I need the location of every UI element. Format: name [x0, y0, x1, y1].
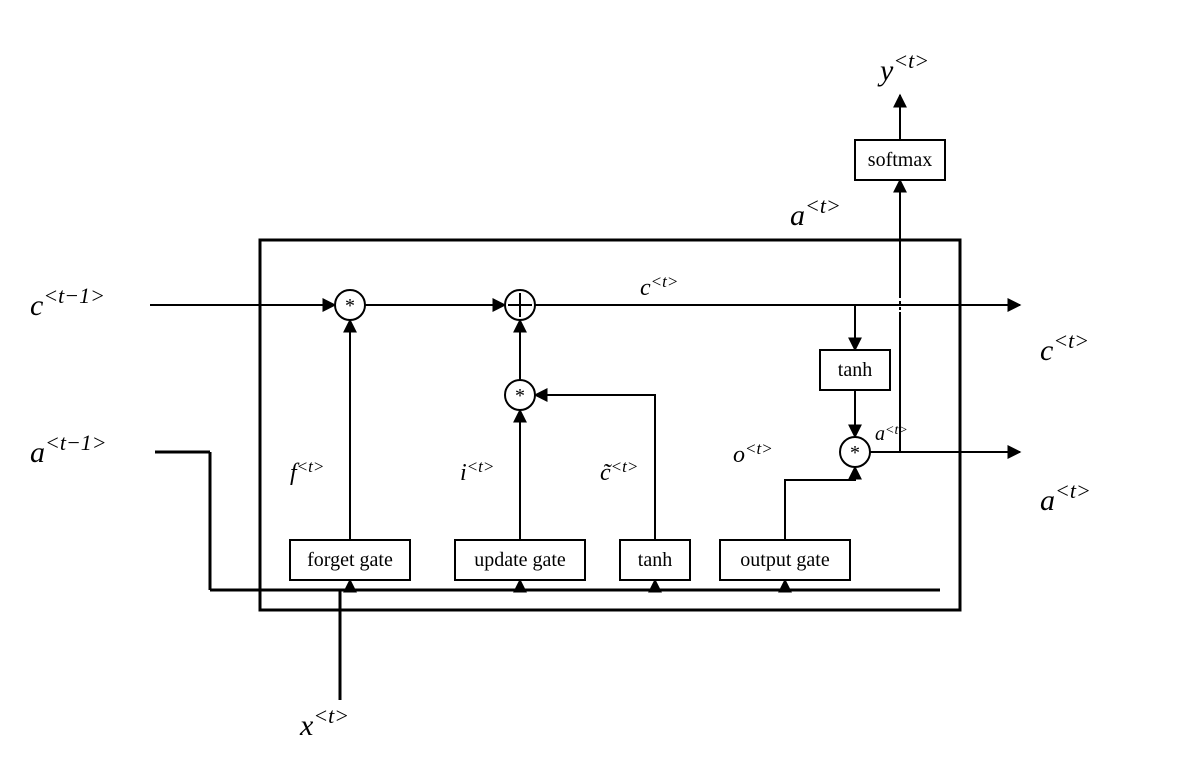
label-c-prev: c<t−1> — [30, 283, 105, 322]
forget-gate-label: forget gate — [307, 549, 393, 571]
label-y-t: y<t> — [877, 48, 929, 87]
label-o-t: o<t> — [733, 439, 773, 468]
mult1-symbol: * — [345, 295, 355, 317]
label-a-small: a<t> — [875, 423, 908, 445]
output-gate-label: output gate — [740, 549, 830, 571]
label-x-t: x<t> — [299, 703, 349, 742]
label-a-prev: a<t−1> — [30, 430, 107, 469]
label-i-t: i<t> — [460, 457, 494, 486]
label-c-out: c<t> — [1040, 328, 1089, 367]
edge-output-to-mult3 — [785, 467, 855, 540]
update-gate-label: update gate — [474, 549, 566, 571]
tanh1-label: tanh — [638, 549, 672, 571]
label-a-top: a<t> — [790, 193, 841, 232]
label-f-t: f<t> — [290, 457, 324, 486]
mult2-symbol: * — [515, 385, 525, 407]
tanh2-label: tanh — [838, 359, 872, 381]
label-a-out: a<t> — [1040, 478, 1091, 517]
label-c-inside: c<t> — [640, 272, 678, 301]
softmax-label: softmax — [868, 149, 932, 171]
mult3-symbol: * — [850, 442, 860, 464]
label-ctilde-t: c̃<t> — [600, 457, 638, 486]
